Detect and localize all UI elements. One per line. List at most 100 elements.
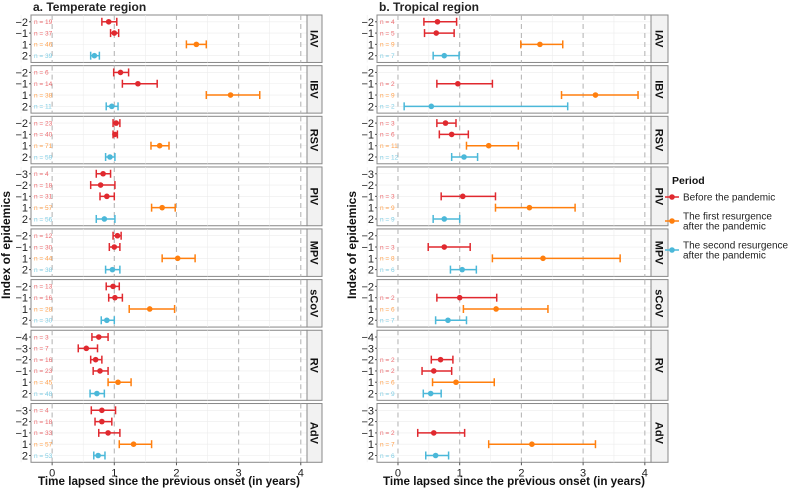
legend-title: Period — [672, 175, 705, 187]
n-label: n = 5 — [380, 30, 395, 37]
y-tick-label: −4 — [361, 332, 374, 344]
panel-frame — [30, 65, 308, 114]
x-tick-label: 0 — [49, 467, 55, 479]
y-tick-label: 2 — [368, 51, 374, 63]
y-tick-label: −1 — [15, 28, 28, 40]
facet-strip — [306, 329, 323, 401]
n-label: n = 57 — [34, 442, 53, 449]
y-tick-label: −1 — [361, 191, 374, 203]
point-estimate — [174, 255, 181, 262]
facet-label: RV — [308, 358, 320, 374]
n-label: n = 4 — [34, 408, 49, 415]
x-tick-label: 4 — [298, 467, 304, 479]
n-label: n = 28 — [34, 306, 53, 313]
y-tick-label: 2 — [368, 101, 374, 113]
n-label: n = 39 — [34, 53, 53, 60]
panel-frame — [376, 65, 652, 114]
facet-label: RSV — [308, 129, 320, 152]
point-estimate — [453, 379, 459, 386]
n-label: n = 2 — [380, 295, 395, 302]
y-tick-label: −1 — [361, 242, 374, 254]
y-tick-label: −2 — [361, 67, 374, 79]
legend-label: Before the pandemic — [683, 193, 775, 204]
point-estimate — [99, 418, 105, 425]
facet-strip — [306, 403, 323, 463]
n-label: n = 48 — [34, 391, 53, 398]
point-estimate — [109, 266, 116, 273]
point-estimate — [459, 193, 466, 200]
panel-frame — [30, 279, 308, 328]
y-tick-label: −2 — [15, 17, 28, 29]
y-tick-label: −2 — [361, 17, 374, 29]
y-tick-label: −1 — [15, 242, 28, 254]
n-label: n = 45 — [34, 380, 53, 387]
facet-strip — [650, 403, 669, 463]
y-tick-label: 1 — [22, 439, 28, 451]
y-tick-label: −2 — [15, 67, 28, 79]
n-label: n = 59 — [34, 154, 53, 161]
point-estimate — [99, 407, 105, 414]
point-estimate — [146, 306, 153, 312]
y-tick-label: 1 — [368, 203, 374, 215]
panel-ibv: IBV −2−1 n = 2 1 n = 9 2 n = 2 — [361, 65, 669, 114]
n-label: n = 31 — [34, 194, 53, 201]
facet-strip — [650, 228, 669, 277]
x-tick-label: 2 — [173, 467, 179, 479]
y-tick-label: 2 — [368, 315, 374, 327]
point-estimate — [428, 103, 435, 110]
n-label: n = 3 — [380, 244, 395, 251]
n-label: n = 57 — [34, 205, 53, 212]
y-tick-label: 1 — [22, 377, 28, 389]
y-tick-label: 2 — [22, 101, 28, 113]
point-estimate — [104, 193, 110, 200]
point-estimate — [441, 216, 448, 222]
point-estimate — [459, 266, 465, 273]
point-estimate — [427, 390, 434, 397]
facet-strip — [306, 228, 323, 277]
n-label: n = 2 — [380, 430, 395, 437]
n-label: n = 13 — [34, 284, 53, 291]
x-axis-label: Time lapsed since the previous onset (in… — [38, 474, 300, 488]
y-tick-label: 1 — [368, 253, 374, 265]
n-label: n = 3 — [380, 120, 395, 127]
y-tick-label: 1 — [22, 141, 28, 153]
panel-rsv: RSV −2 n = 23 −1 n = 40 1 n = 71 2 n = 59 — [15, 115, 323, 165]
n-label: n = 11 — [34, 104, 52, 111]
point-estimate — [107, 154, 113, 160]
y-tick-label: 1 — [22, 90, 28, 102]
n-label: n = 12 — [34, 233, 53, 240]
region-title: b. Tropical region — [379, 0, 479, 14]
y-tick-label: −2 — [15, 355, 28, 367]
y-tick-label: 2 — [22, 51, 28, 63]
point-estimate — [91, 52, 98, 59]
n-label: n = 2 — [380, 368, 395, 375]
n-label: n = 4 — [34, 171, 49, 178]
n-label: n = 23 — [34, 120, 53, 127]
point-estimate — [83, 345, 90, 352]
y-tick-label: −2 — [361, 355, 374, 367]
panel-piv: PIV −3 n = 4 −2 n = 18 −1 n = 31 1 n = 57 2 n = 56 — [15, 166, 323, 227]
y-tick-label: −3 — [15, 169, 28, 181]
point-estimate — [114, 232, 121, 239]
n-label: n = 18 — [34, 182, 53, 189]
point-estimate — [110, 283, 116, 290]
panel-scov: sCoV −2−1 n = 2 1 n = 6 2 n = 7 — [361, 279, 669, 328]
n-label: n = 38 — [34, 92, 53, 99]
n-label: n = 6 — [380, 306, 395, 313]
facet-strip — [306, 279, 323, 328]
panel-frame — [376, 14, 652, 63]
n-label: n = 4 — [380, 19, 395, 26]
point-estimate — [437, 356, 444, 363]
panel-frame — [376, 329, 652, 401]
point-estimate — [112, 131, 118, 138]
n-label: n = 16 — [34, 295, 53, 302]
point-estimate — [433, 30, 440, 36]
panel-iav: IAV −2 n = 4 −1 n = 5 1 n = 9 2 n = 7 — [361, 14, 669, 63]
facet-label: MPV — [308, 241, 320, 265]
point-estimate — [430, 368, 437, 374]
facet-strip — [306, 115, 323, 165]
legend-key-point — [669, 194, 675, 200]
point-estimate — [117, 69, 124, 76]
n-label: n = 7 — [380, 442, 395, 449]
